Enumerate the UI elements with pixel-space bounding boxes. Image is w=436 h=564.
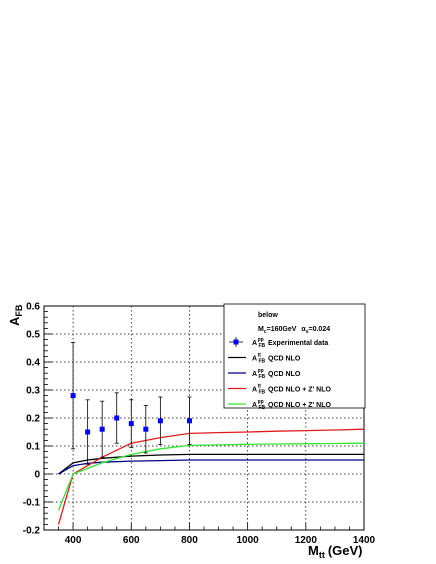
legend-label: App FB QCD NLO: [252, 368, 301, 380]
x-axis-title: Mtt (GeV): [308, 543, 363, 560]
x-tick-label: 1200: [295, 535, 318, 546]
x-tick-label: 1000: [237, 535, 260, 546]
series-lines: [57, 428, 365, 525]
legend-marker: [233, 339, 239, 345]
legend-entry: App FB Experimental data: [229, 337, 328, 349]
data-point: [128, 421, 134, 427]
data-point: [143, 426, 149, 432]
data-point: [186, 418, 192, 424]
legend-label: App FB QCD NLO + Z' NLO: [252, 399, 331, 411]
y-tick-label: 0: [34, 470, 40, 481]
legend-entry: App FB QCD NLO: [228, 368, 301, 380]
y-tick-label: 0.6: [26, 302, 40, 313]
legend-label: Att FB QCD NLO + Z' NLO: [252, 384, 331, 396]
legend-entry: Att FB QCD NLO: [228, 353, 301, 365]
y-tick-label: 0.4: [26, 358, 40, 369]
y-tick-label: 0.2: [26, 414, 40, 425]
legend-label: App FB Experimental data: [252, 337, 328, 349]
y-axis-title: AFB: [7, 304, 24, 326]
data-point: [99, 426, 105, 432]
x-tick-label: 800: [181, 535, 198, 546]
data-point: [70, 393, 76, 399]
x-tick-label: 1400: [353, 535, 376, 546]
y-tick-label: 0.1: [26, 442, 40, 453]
y-tick-label: 0.3: [26, 386, 40, 397]
y-tick-label: -0.1: [23, 498, 41, 509]
legend-entries: App FB Experimental data Att FB QCD NLO App FB Q…: [228, 337, 331, 411]
data-point: [157, 418, 163, 424]
x-tick-label: 400: [65, 535, 82, 546]
legend-header-line1: below: [258, 312, 278, 319]
legend-header-line2: Mc=160GeV αs=0.024: [258, 326, 330, 335]
series-line: [57, 442, 365, 511]
legend: below Mc=160GeV αs=0.024 App FB Experimenta…: [223, 303, 366, 411]
legend-entry: App FB QCD NLO + Z' NLO: [228, 399, 331, 411]
legend-entry: Att FB QCD NLO + Z' NLO: [228, 384, 331, 396]
legend-label: Att FB QCD NLO: [252, 353, 301, 365]
y-tick-label: -0.2: [23, 526, 41, 537]
x-tick-label: 600: [123, 535, 140, 546]
data-point: [114, 415, 120, 421]
axis-ticks: 400 600 800 1000 1200 1400 -0.2 -0.1 0 0.1 0.2 0.3 0…: [23, 302, 376, 547]
y-tick-label: 0.5: [26, 330, 40, 341]
legend-box: [223, 303, 366, 409]
experimental-points: [70, 341, 192, 465]
series-line: [58, 453, 364, 475]
data-point: [85, 429, 91, 435]
